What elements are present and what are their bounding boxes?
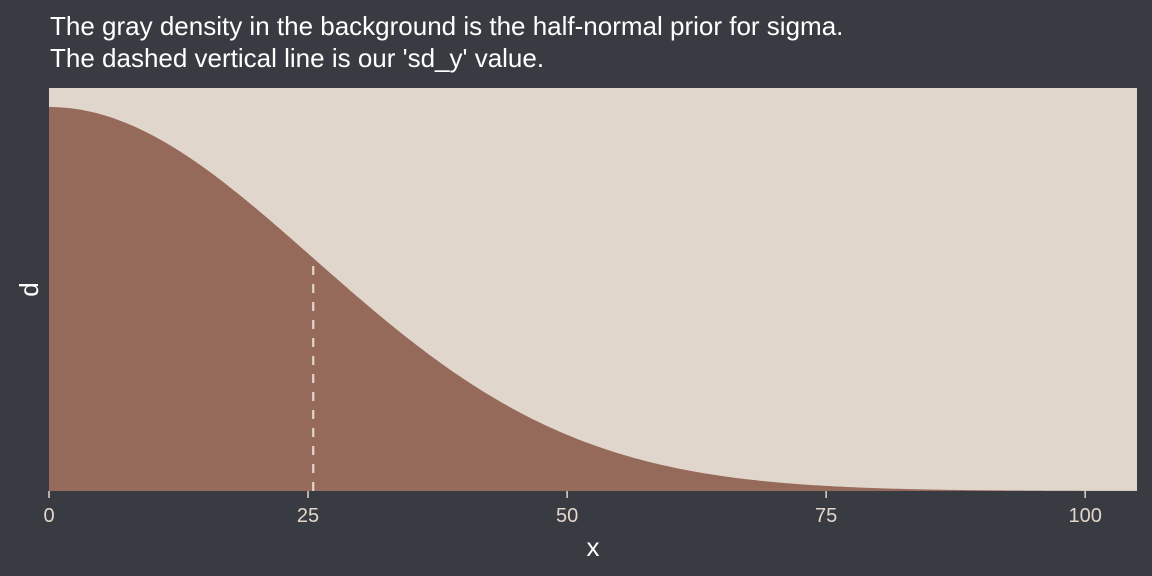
chart-title-line-2: The dashed vertical line is our 'sd_y' v…	[50, 43, 545, 73]
chart-title-line-1: The gray density in the background is th…	[50, 11, 844, 41]
x-tick-label: 50	[556, 505, 578, 527]
y-axis-title: d	[14, 282, 44, 296]
x-tick-label: 75	[815, 505, 837, 527]
x-tick-label: 100	[1069, 505, 1102, 527]
x-tick-label: 25	[297, 505, 319, 527]
chart-title: The gray density in the background is th…	[50, 10, 843, 74]
x-axis: 0 25 50 75 100	[43, 491, 1102, 527]
half-normal-density-area	[49, 107, 1137, 491]
x-tick-label: 0	[43, 505, 54, 527]
x-axis-title: x	[587, 532, 600, 562]
